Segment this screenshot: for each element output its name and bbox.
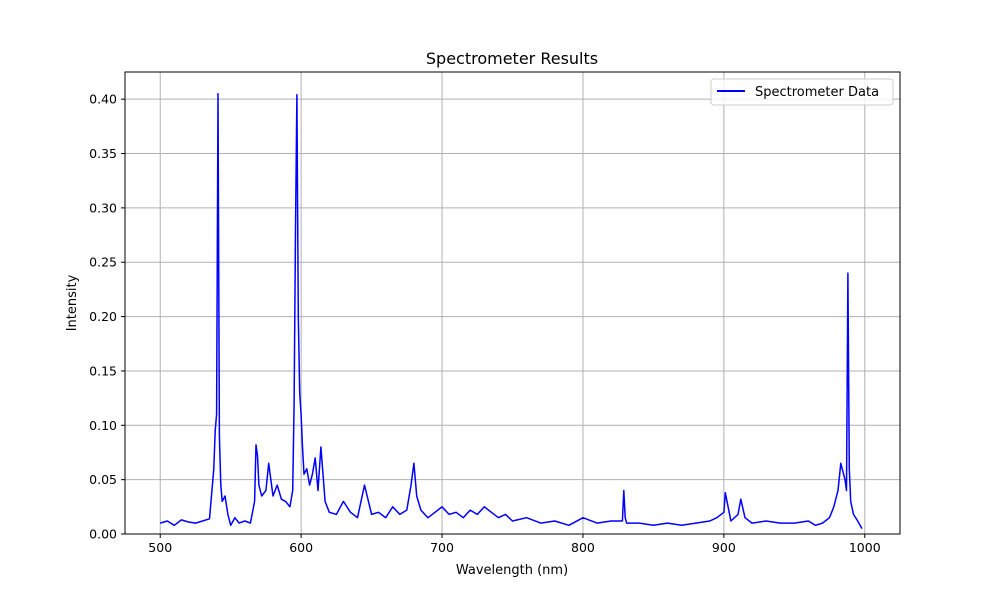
y-tick-label: 0.30 [89, 200, 117, 215]
ticks: 500 600 700 800 900 1000 0.00 0.05 0.10 0.15 0.20 0… [89, 92, 881, 555]
y-tick-label: 0.10 [89, 418, 117, 433]
x-tick-label: 600 [289, 540, 313, 555]
x-tick-label: 700 [430, 540, 454, 555]
y-tick-label: 0.05 [89, 472, 117, 487]
y-axis-label: Intensity [65, 274, 80, 331]
x-tick-label: 800 [571, 540, 595, 555]
y-tick-label: 0.15 [89, 363, 117, 378]
y-tick-label: 0.35 [89, 146, 117, 161]
grid [125, 72, 900, 535]
plot-frame [124, 71, 901, 535]
legend: Spectrometer Data [710, 78, 894, 106]
x-axis-label: Wavelength (nm) [456, 563, 568, 578]
chart-title: Spectrometer Results [426, 49, 598, 68]
legend-label: Spectrometer Data [755, 85, 879, 100]
x-tick-label: 900 [712, 540, 736, 555]
series-line-spectrometer-data [159, 92, 863, 529]
legend-box [710, 78, 894, 106]
series-layer [159, 92, 863, 529]
y-tick-label: 0.20 [89, 309, 117, 324]
x-tick-label: 500 [148, 540, 172, 555]
y-tick-label: 0.00 [89, 527, 117, 542]
x-tick-label: 1000 [849, 540, 881, 555]
y-tick-label: 0.25 [89, 255, 117, 270]
y-tick-label: 0.40 [89, 92, 117, 107]
